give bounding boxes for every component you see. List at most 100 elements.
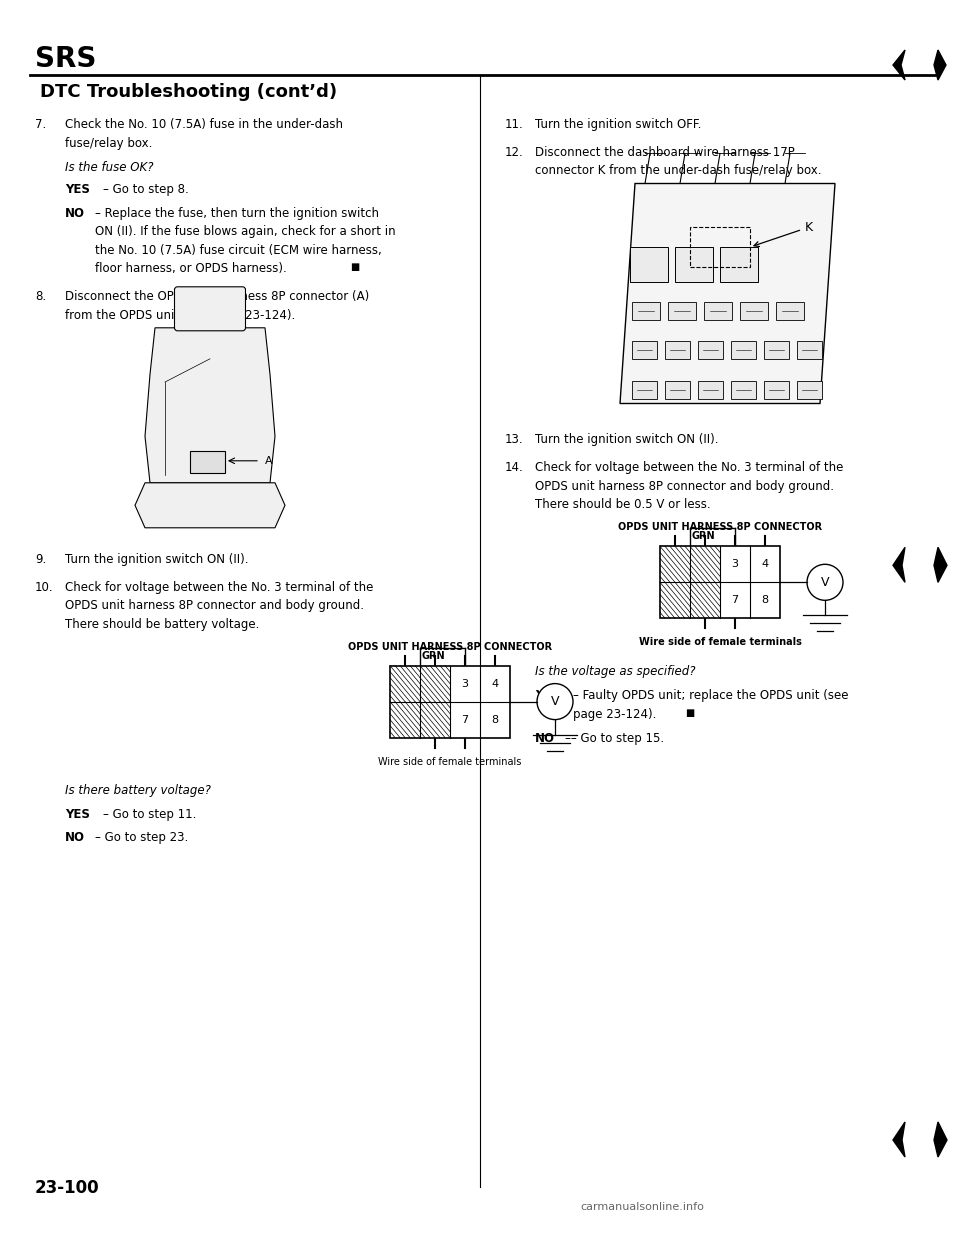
Text: 3: 3	[732, 559, 738, 569]
Text: 4: 4	[492, 678, 498, 688]
Bar	[740, 302, 768, 320]
Text: carmanualsonline.info: carmanualsonline.info	[580, 1202, 704, 1212]
Bar	[698, 381, 723, 399]
Text: OPDS unit harness 8P connector and body ground.: OPDS unit harness 8P connector and body …	[535, 479, 834, 493]
Text: from the OPDS unit (see page 23-124).: from the OPDS unit (see page 23-124).	[65, 308, 296, 322]
Text: V: V	[551, 696, 560, 708]
Text: – Faulty OPDS unit; replace the OPDS unit (see: – Faulty OPDS unit; replace the OPDS uni…	[573, 689, 849, 702]
Bar	[704, 302, 732, 320]
Bar	[632, 381, 657, 399]
Polygon shape	[135, 483, 285, 528]
Text: 9.: 9.	[35, 553, 46, 566]
Bar	[660, 546, 780, 619]
Bar	[776, 302, 804, 320]
Text: K: K	[754, 221, 813, 246]
Text: YES: YES	[65, 809, 90, 821]
Bar	[668, 302, 696, 320]
Text: Check for voltage between the No. 3 terminal of the: Check for voltage between the No. 3 term…	[65, 580, 373, 594]
Text: –– Go to step 15.: –– Go to step 15.	[565, 732, 664, 745]
Text: 8: 8	[492, 714, 498, 724]
Text: NO: NO	[65, 207, 85, 220]
Polygon shape	[934, 50, 946, 79]
Bar	[797, 381, 822, 399]
Polygon shape	[893, 1122, 905, 1158]
Text: YES: YES	[535, 689, 560, 702]
Text: 10.: 10.	[35, 580, 54, 594]
Bar	[764, 381, 789, 399]
Text: 8.: 8.	[35, 291, 46, 303]
Text: 3: 3	[462, 678, 468, 688]
Text: SRS: SRS	[35, 45, 96, 73]
Circle shape	[537, 683, 573, 719]
Bar	[675, 247, 713, 282]
Text: There should be 0.5 V or less.: There should be 0.5 V or less.	[535, 498, 710, 512]
Bar	[390, 666, 510, 738]
Text: 14.: 14.	[505, 461, 524, 474]
Text: floor harness, or OPDS harness).: floor harness, or OPDS harness).	[95, 262, 287, 276]
Text: Turn the ignition switch OFF.: Turn the ignition switch OFF.	[535, 118, 702, 130]
Text: DTC Troubleshooting (cont’d): DTC Troubleshooting (cont’d)	[40, 83, 337, 101]
Text: OPDS unit harness 8P connector and body ground.: OPDS unit harness 8P connector and body …	[65, 599, 364, 612]
Text: Wire side of female terminals: Wire side of female terminals	[638, 637, 802, 647]
Text: 11.: 11.	[505, 118, 524, 130]
Text: NO: NO	[535, 732, 555, 745]
Bar	[190, 451, 225, 473]
Text: – Go to step 8.: – Go to step 8.	[103, 183, 189, 196]
Polygon shape	[145, 328, 275, 483]
Bar	[630, 247, 668, 282]
Text: Is the fuse OK?: Is the fuse OK?	[65, 160, 154, 174]
Polygon shape	[893, 50, 905, 79]
Text: 7: 7	[732, 595, 738, 605]
Text: OPDS UNIT HARNESS 8P CONNECTOR: OPDS UNIT HARNESS 8P CONNECTOR	[618, 523, 822, 533]
Text: 12.: 12.	[505, 145, 524, 159]
Text: NO: NO	[65, 831, 85, 843]
Text: – Replace the fuse, then turn the ignition switch: – Replace the fuse, then turn the igniti…	[95, 207, 379, 220]
Text: Turn the ignition switch ON (II).: Turn the ignition switch ON (II).	[65, 553, 249, 566]
Bar	[690, 227, 750, 267]
Text: connector K from the under-dash fuse/relay box.: connector K from the under-dash fuse/rel…	[535, 164, 822, 178]
Text: Wire side of female terminals: Wire side of female terminals	[378, 756, 521, 766]
Bar	[665, 342, 690, 359]
Text: 7.: 7.	[35, 118, 46, 130]
Text: Check the No. 10 (7.5A) fuse in the under-dash: Check the No. 10 (7.5A) fuse in the unde…	[65, 118, 343, 130]
Text: Check for voltage between the No. 3 terminal of the: Check for voltage between the No. 3 term…	[535, 461, 844, 474]
Bar	[797, 342, 822, 359]
Text: GRN: GRN	[691, 532, 715, 542]
Bar	[632, 342, 657, 359]
Text: 4: 4	[761, 559, 769, 569]
Text: Disconnect the OPDS unit harness 8P connector (A): Disconnect the OPDS unit harness 8P conn…	[65, 291, 370, 303]
Circle shape	[807, 564, 843, 600]
Text: 7: 7	[462, 714, 468, 724]
Text: ■: ■	[685, 708, 694, 718]
Text: V: V	[821, 576, 829, 589]
Polygon shape	[893, 548, 905, 582]
Polygon shape	[934, 1122, 947, 1158]
Bar	[632, 302, 660, 320]
Text: page 23-124).: page 23-124).	[573, 708, 657, 720]
Text: 13.: 13.	[505, 433, 523, 447]
Text: There should be battery voltage.: There should be battery voltage.	[65, 617, 259, 631]
Text: fuse/relay box.: fuse/relay box.	[65, 137, 153, 149]
Text: ■: ■	[350, 262, 359, 272]
Text: Disconnect the dashboard wire harness 17P: Disconnect the dashboard wire harness 17…	[535, 145, 795, 159]
Text: Is there battery voltage?: Is there battery voltage?	[65, 785, 211, 797]
Bar	[698, 342, 723, 359]
Text: ON (II). If the fuse blows again, check for a short in: ON (II). If the fuse blows again, check …	[95, 225, 396, 238]
Bar	[665, 381, 690, 399]
Text: A: A	[265, 456, 273, 466]
Text: – Go to step 23.: – Go to step 23.	[95, 831, 188, 843]
Bar	[720, 247, 758, 282]
Bar	[764, 342, 789, 359]
Bar	[731, 381, 756, 399]
Text: YES: YES	[65, 183, 90, 196]
Text: OPDS UNIT HARNESS 8P CONNECTOR: OPDS UNIT HARNESS 8P CONNECTOR	[348, 642, 552, 652]
Text: Turn the ignition switch ON (II).: Turn the ignition switch ON (II).	[535, 433, 718, 447]
Text: GRN: GRN	[421, 651, 445, 661]
Polygon shape	[620, 184, 835, 404]
Text: – Go to step 11.: – Go to step 11.	[103, 809, 197, 821]
FancyBboxPatch shape	[175, 287, 246, 330]
Text: 8: 8	[761, 595, 769, 605]
Text: 23-100: 23-100	[35, 1179, 100, 1197]
Text: the No. 10 (7.5A) fuse circuit (ECM wire harness,: the No. 10 (7.5A) fuse circuit (ECM wire…	[95, 243, 382, 257]
Bar	[731, 342, 756, 359]
